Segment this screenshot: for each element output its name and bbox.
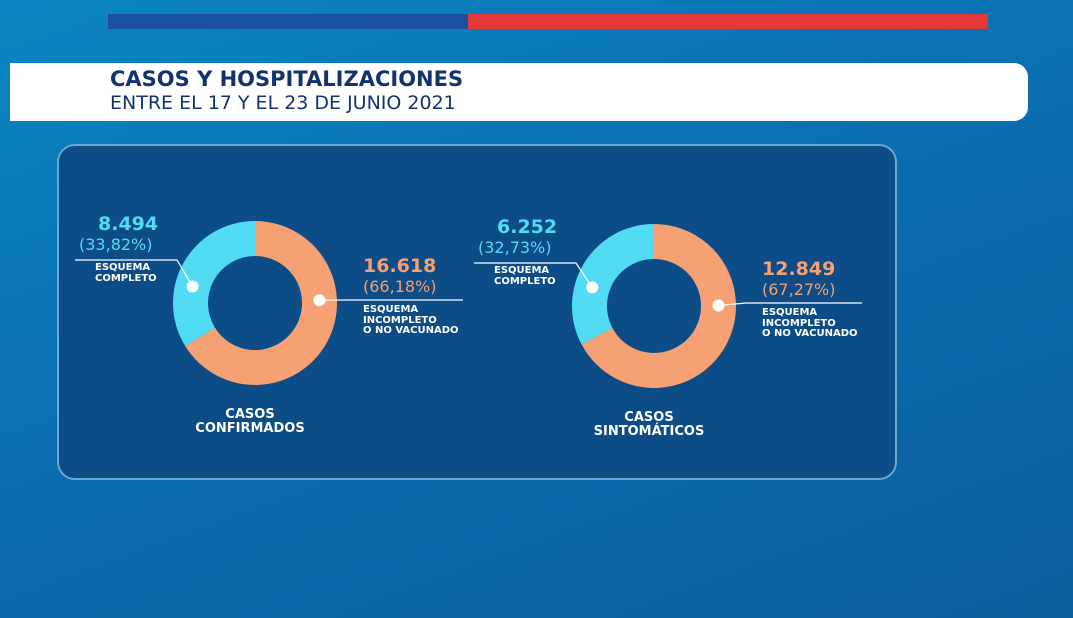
flag-red: [468, 14, 988, 29]
value-label: 8.494: [98, 213, 159, 235]
donut-slice: [581, 224, 736, 388]
value-label: 12.849: [762, 258, 836, 280]
legend-label: ESQUEMA INCOMPLETO O NO VACUNADO: [762, 307, 858, 339]
legend-label: ESQUEMA COMPLETO: [95, 262, 157, 284]
percent-label: (32,73%): [478, 238, 552, 257]
connector: [718, 302, 862, 307]
legend-label: ESQUEMA COMPLETO: [494, 265, 556, 287]
subtitle: ENTRE EL 17 Y EL 23 DE JUNIO 2021: [110, 92, 456, 114]
donut-slice: [185, 221, 338, 385]
percent-label: (67,27%): [762, 280, 836, 299]
connector: [474, 262, 593, 288]
donut-slice: [571, 223, 654, 345]
connector: [75, 259, 194, 287]
chart-title: CASOS CONFIRMADOS: [195, 407, 305, 436]
percent-label: (66,18%): [363, 277, 437, 296]
title-band: [10, 63, 1028, 121]
percent-label: (33,82%): [79, 235, 153, 254]
value-label: 16.618: [363, 255, 437, 277]
title: CASOS Y HOSPITALIZACIONES: [110, 67, 464, 91]
flag-blue: [108, 14, 468, 29]
value-label: 6.252: [497, 216, 558, 238]
chart-title: CASOS SINTOMÁTICOS: [593, 410, 705, 439]
legend-label: ESQUEMA INCOMPLETO O NO VACUNADO: [363, 304, 459, 336]
donut-slice: [173, 221, 255, 347]
